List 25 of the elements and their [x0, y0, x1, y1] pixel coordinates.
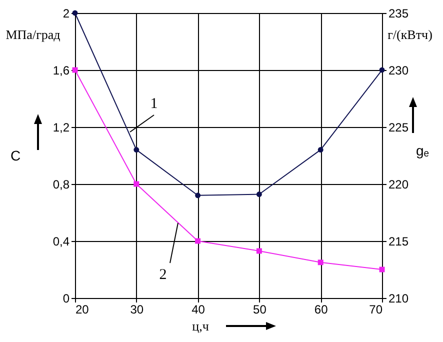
- annotation: 2: [159, 267, 167, 283]
- y-tick-label: 2: [62, 6, 70, 20]
- y-tick-label: 0,8: [52, 178, 70, 192]
- y-axis-title: C: [10, 148, 21, 164]
- x-tick-label: 30: [130, 302, 144, 316]
- y2-tick-label: 220: [388, 178, 409, 192]
- y2-tick-label: 230: [388, 64, 409, 78]
- y2-axis-title: gₑ: [416, 142, 429, 158]
- y2-tick-label: 215: [388, 234, 409, 248]
- text: г/(кВтч): [388, 27, 432, 42]
- x-tick-label: 20: [76, 302, 90, 316]
- y-tick-label: 0: [62, 292, 70, 306]
- y-tick-label: 0,4: [52, 234, 70, 248]
- text: МПа/град: [6, 27, 61, 42]
- x-tick-label: 60: [314, 302, 328, 316]
- x-tick-label: 50: [253, 302, 267, 316]
- y2-tick-label: 210: [388, 292, 409, 306]
- y2-tick-label: 225: [388, 120, 409, 134]
- annotation: 1: [150, 96, 158, 112]
- x-tick-label: 70: [369, 302, 383, 316]
- x-axis-title: ц,ч: [192, 318, 210, 334]
- x-tick-label: 40: [192, 302, 206, 316]
- y-tick-label: 1,2: [52, 120, 70, 134]
- y2-tick-label: 235: [388, 6, 409, 20]
- y-tick-label: 1,6: [52, 64, 70, 78]
